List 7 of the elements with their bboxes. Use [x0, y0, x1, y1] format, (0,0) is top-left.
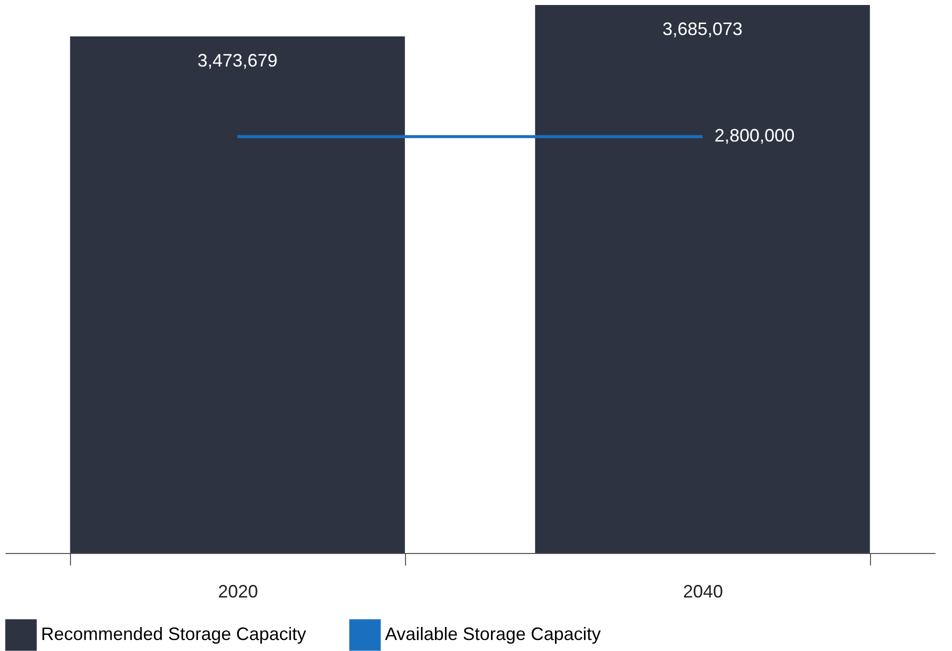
legend-label: Available Storage Capacity	[385, 624, 601, 644]
x-tick-label: 2020	[218, 582, 258, 602]
x-tick-label: 2040	[682, 582, 724, 602]
legend-label: Recommended Storage Capacity	[41, 624, 306, 644]
data-label: 2,800,000	[714, 126, 795, 146]
data-label: 3,685,073	[662, 19, 743, 39]
data-label: 3,473,679	[197, 50, 278, 70]
